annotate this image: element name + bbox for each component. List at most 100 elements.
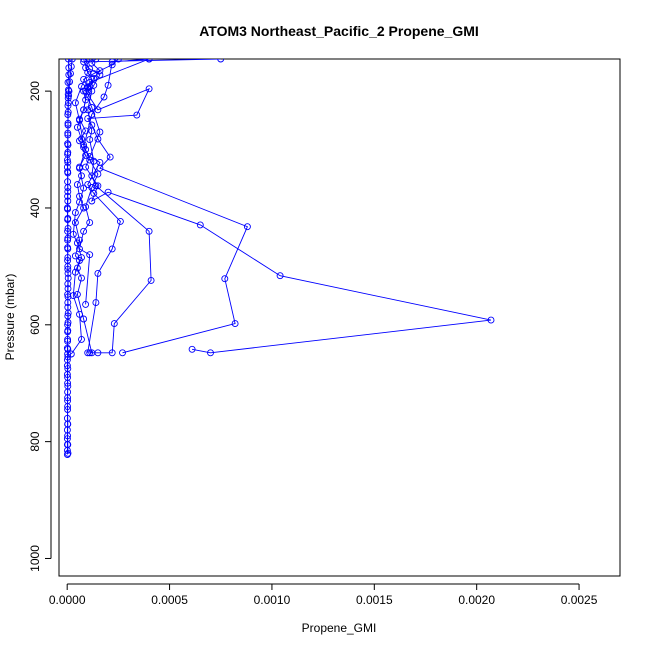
data-point [196,221,204,229]
data-point [82,203,90,211]
data-point [78,254,85,262]
series-5 [82,59,251,357]
data-point [78,335,85,343]
series-line [82,59,492,354]
series-line [85,59,248,354]
series-7 [80,59,153,357]
data-point [86,219,94,227]
data-point [71,99,79,107]
data-point [84,93,92,101]
data-point [276,272,284,280]
data-point [84,349,92,357]
data-point [65,87,73,95]
data-point [65,92,73,100]
series-layer [63,59,495,458]
data-point [64,269,72,277]
data-point [66,78,74,86]
data-point [73,290,81,298]
data-point [82,64,90,72]
data-point [147,276,155,284]
data-point [69,230,77,238]
data-point [80,315,88,323]
data-point [64,309,72,317]
series-line [72,59,93,353]
y-tick-label: 800 [28,431,42,451]
x-tick-label: 0.0020 [458,593,495,607]
data-point [104,188,112,196]
data-point [108,59,116,66]
data-point [104,81,112,89]
data-point [64,406,72,413]
data-point [90,189,98,197]
data-point [64,345,72,353]
data-point [64,299,72,307]
data-point [207,349,214,357]
data-point [116,217,124,225]
data-point [90,81,98,89]
data-point [114,59,122,63]
data-point [71,219,79,227]
data-point [64,394,72,402]
data-point [64,280,72,288]
data-point [88,184,96,191]
data-point [145,85,153,93]
data-point [106,153,114,161]
data-point [64,373,72,381]
data-point [80,184,88,192]
data-point [88,111,96,118]
data-point [73,181,81,189]
x-axis-label: Propene_GMI [302,621,377,635]
data-point [96,158,104,166]
data-point [92,299,100,307]
data-point [231,320,239,328]
data-point [64,197,72,205]
data-point [67,70,74,78]
data-point [68,59,76,63]
data-point [64,99,72,107]
data-point [64,149,72,156]
data-point [217,59,225,63]
data-point [80,59,88,63]
data-point [64,262,72,270]
data-point [69,292,77,300]
data-point [64,178,72,186]
data-point [64,168,72,176]
series-line [67,59,73,454]
data-point [64,254,72,262]
data-point [73,264,81,272]
data-point [71,209,79,217]
data-point [86,136,94,144]
data-point [76,198,83,206]
data-point [64,215,72,222]
series-8 [71,59,102,308]
data-point [64,141,72,149]
data-point [78,83,85,90]
data-point [86,251,94,259]
plot-frame [58,58,621,577]
data-point [100,93,108,101]
y-tick-label: 400 [28,198,42,218]
data-point [64,319,72,326]
x-tick-label: 0.0000 [49,593,86,607]
data-point [80,106,88,114]
data-point [78,274,85,282]
data-point [64,327,72,335]
data-point [94,269,102,277]
y-axis-label: Pressure (mbar) [3,274,17,361]
y-tick-label: 200 [28,81,42,101]
data-point [108,349,116,357]
data-point [65,71,73,79]
chart-title: ATOM3 Northeast_Pacific_2 Propene_GMI [199,23,479,39]
y-axis: 200 400 600 800 1000 [28,81,52,572]
data-point [64,420,72,428]
data-point [96,128,104,136]
data-point [64,205,72,213]
data-point [80,204,88,212]
data-point [88,349,96,357]
data-point [96,67,104,75]
x-tick-label: 0.0015 [356,593,393,607]
data-point [86,349,94,357]
data-point [84,106,92,114]
y-tick-label: 600 [28,314,42,334]
